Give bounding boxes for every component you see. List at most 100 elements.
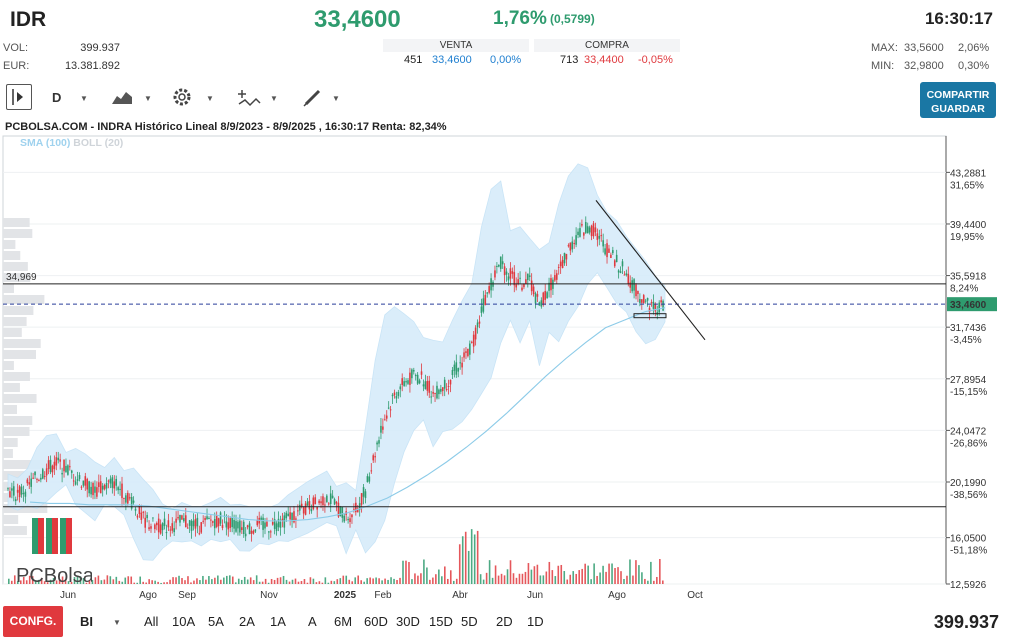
candle-body — [221, 524, 224, 529]
candle-body — [418, 380, 421, 384]
candle-body — [287, 513, 289, 516]
volume-bar — [25, 580, 28, 584]
volume-bar — [435, 574, 437, 584]
y-tick-label: 20,1990 — [950, 478, 987, 489]
candle-body — [586, 226, 589, 234]
profile-bar — [3, 328, 22, 337]
candle-body — [318, 500, 320, 504]
volume-bar — [644, 578, 646, 584]
volume-bar — [220, 579, 222, 584]
max-label: MAX: — [871, 42, 898, 54]
candle-body — [306, 501, 309, 506]
volume-bar — [285, 579, 288, 584]
candle-body — [374, 456, 376, 458]
range-button-5a[interactable]: 5A — [208, 614, 224, 629]
candle-body — [283, 515, 286, 528]
config-button[interactable]: CONFG. — [3, 606, 63, 637]
volume-bar — [324, 577, 327, 584]
candle-body — [41, 469, 44, 479]
candle-body — [264, 522, 266, 529]
period-caret-icon[interactable]: ▼ — [80, 94, 88, 103]
buy-header: COMPRA — [534, 39, 680, 52]
volume-bar — [34, 581, 37, 584]
volume-bar — [351, 581, 354, 584]
candle-body — [642, 295, 645, 304]
candle-body — [61, 472, 63, 475]
range-button-30d[interactable]: 30D — [396, 614, 420, 629]
candle-body — [144, 517, 146, 528]
candle-body — [612, 250, 614, 254]
share-save-button[interactable]: COMPARTIR GUARDAR — [920, 82, 996, 118]
range-button-a[interactable]: A — [308, 614, 317, 629]
candle-body — [76, 479, 79, 482]
drawing-pencil-icon[interactable] — [302, 88, 324, 108]
candle-body — [461, 362, 463, 368]
candle-body — [368, 476, 371, 482]
eur-value: 13.381.892 — [64, 60, 120, 72]
volume-bar — [420, 573, 422, 584]
profile-bar — [3, 218, 30, 227]
candle-body — [486, 292, 489, 294]
bi-selector[interactable]: BI — [80, 614, 93, 629]
drawing-caret-icon[interactable]: ▼ — [332, 94, 340, 103]
candle-body — [298, 504, 301, 511]
settings-caret-icon[interactable]: ▼ — [206, 94, 214, 103]
annotation-lines[interactable]: 34,969 33,4600 — [3, 200, 997, 508]
candle-body — [563, 252, 566, 264]
candle-body — [571, 241, 574, 250]
chart-type-icon[interactable] — [110, 87, 134, 107]
range-button-5d[interactable]: 5D — [461, 614, 478, 629]
range-button-1d[interactable]: 1D — [527, 614, 544, 629]
range-button-6m[interactable]: 6M — [334, 614, 353, 629]
volume-bar — [429, 579, 431, 584]
volume-bar — [461, 536, 464, 584]
range-button-10a[interactable]: 10A — [172, 614, 196, 629]
volume-bar — [393, 578, 395, 584]
settings-gear-icon[interactable] — [171, 86, 193, 108]
volume-bar — [8, 578, 10, 584]
candle-body — [422, 384, 425, 387]
volume-bar — [270, 578, 273, 584]
range-button-60d[interactable]: 60D — [364, 614, 388, 629]
volume-bar — [611, 563, 613, 584]
volume-bar — [264, 578, 267, 584]
candle-body — [610, 254, 612, 258]
candle-body — [80, 486, 83, 488]
legend-sma[interactable]: SMA (100) — [20, 137, 71, 149]
range-button-2d[interactable]: 2D — [496, 614, 513, 629]
panel-toggle-button[interactable] — [6, 84, 32, 110]
candle-body — [403, 381, 405, 386]
period-selector[interactable]: D — [52, 90, 62, 105]
candle-body — [629, 282, 632, 288]
volume-bar — [205, 579, 207, 584]
bollinger-fill — [7, 163, 666, 561]
candle-body — [376, 442, 378, 445]
range-button-1a[interactable]: 1A — [270, 614, 286, 629]
legend-boll[interactable]: BOLL (20) — [73, 137, 124, 149]
volume-bar — [464, 531, 467, 584]
candle-body — [602, 240, 604, 247]
range-button-15d[interactable]: 15D — [429, 614, 453, 629]
candle-body — [275, 523, 278, 532]
candle-body — [161, 523, 164, 531]
indicators-caret-icon[interactable]: ▼ — [270, 94, 278, 103]
bi-caret-icon[interactable]: ▼ — [113, 618, 121, 627]
range-button-2a[interactable]: 2A — [239, 614, 255, 629]
volume-bars — [8, 529, 664, 584]
candle-body — [202, 520, 204, 522]
candle-body — [266, 521, 268, 527]
volume-bar — [100, 580, 103, 584]
volume-bar — [587, 565, 589, 584]
candle-body — [248, 523, 251, 535]
indicators-icon[interactable] — [237, 88, 261, 108]
candle-body — [271, 521, 274, 525]
chart-type-caret-icon[interactable]: ▼ — [144, 94, 152, 103]
volume-bar — [237, 578, 240, 584]
candle-body — [273, 519, 276, 529]
candle-body — [440, 388, 442, 392]
volume-bar — [73, 577, 76, 584]
volume-bar — [255, 575, 258, 584]
candle-body — [625, 273, 628, 276]
range-button-all[interactable]: All — [144, 614, 159, 629]
